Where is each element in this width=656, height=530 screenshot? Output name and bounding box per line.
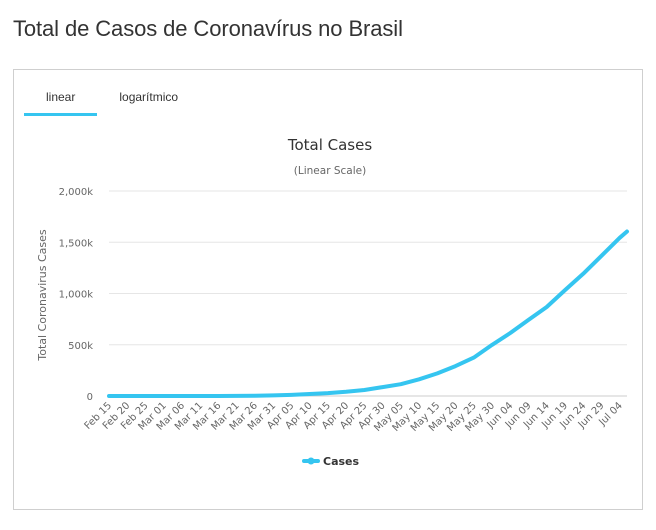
- y-tick-label: 0: [87, 392, 93, 403]
- series-group: [107, 229, 629, 398]
- series-line-cases[interactable]: [107, 229, 629, 398]
- y-tick-label: 2,000k: [59, 187, 94, 198]
- y-axis-label: Total Coronavirus Cases: [36, 229, 49, 362]
- page-title: Total de Casos de Coronavírus no Brasil: [13, 16, 403, 41]
- legend-label-cases[interactable]: Cases: [323, 455, 360, 468]
- cases-chart: Total Cases (Linear Scale) Total Coronav…: [36, 136, 629, 468]
- chart-panel: linear logarítmico Total Cases (Linear S…: [13, 69, 643, 510]
- chart-title: Total Cases: [287, 136, 373, 154]
- y-tick-label: 1,000k: [59, 290, 94, 301]
- y-tick-label: 500k: [68, 341, 93, 352]
- legend[interactable]: Cases: [302, 455, 360, 468]
- grid-lines: [109, 190, 627, 397]
- y-axis-ticks: 0 500k 1,000k 1,500k 2,000k: [59, 187, 94, 403]
- legend-marker: [307, 457, 315, 465]
- chart-subtitle: (Linear Scale): [294, 165, 366, 177]
- scale-tabs: linear logarítmico: [24, 86, 200, 116]
- tab-linear[interactable]: linear: [24, 86, 98, 116]
- y-tick-label: 1,500k: [59, 238, 94, 249]
- tab-logarithmic[interactable]: logarítmico: [119, 90, 179, 104]
